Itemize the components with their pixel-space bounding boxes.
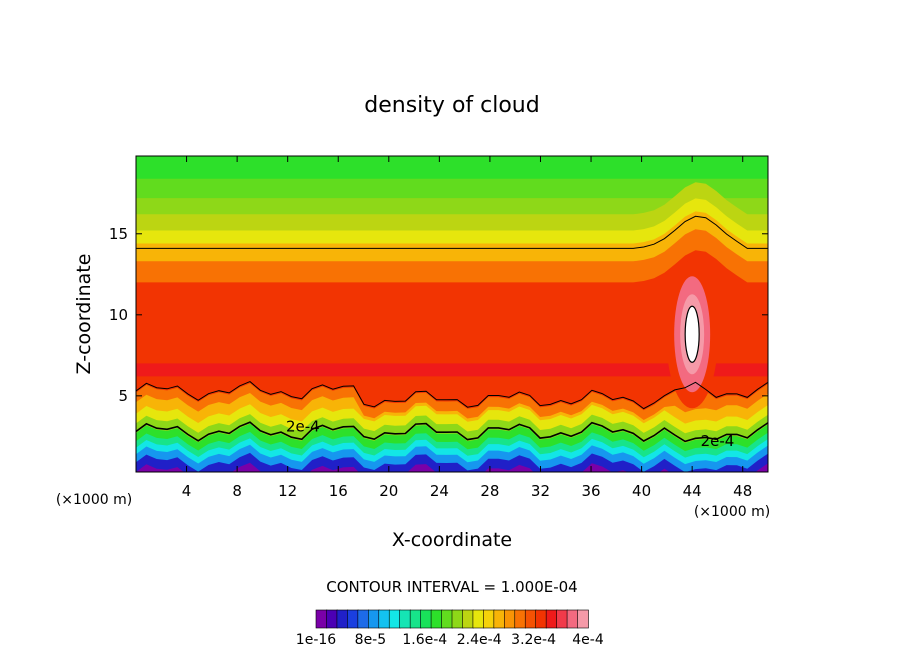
x-tick-label: 48: [733, 482, 752, 500]
colorbar-swatch: [483, 609, 495, 629]
colorbar-swatch: [336, 609, 349, 629]
contour-fills: [136, 156, 768, 472]
colorbar-swatch: [504, 609, 516, 629]
plot-area: [136, 156, 768, 472]
colorbar-tick-label: 1.6e-4: [402, 632, 447, 648]
contour-interval-text: CONTOUR INTERVAL = 1.000E-04: [326, 578, 577, 596]
colorbar-swatch: [577, 609, 589, 629]
x-tick-label: 20: [379, 482, 398, 500]
colorbar: 1e-16 8e-5 1.6e-4 2.4e-4 3.2e-4 4e-4: [296, 609, 604, 648]
colorbar-swatch: [409, 609, 422, 629]
colorbar-swatch: [451, 609, 464, 629]
x-tick-label: 28: [480, 482, 499, 500]
colorbar-swatch: [326, 609, 338, 629]
colorbar-swatch: [430, 609, 443, 629]
colorbar-swatch: [535, 609, 547, 629]
contour-lines: [136, 215, 768, 443]
contour-label: 2e-4: [701, 432, 735, 450]
colorbar-tick-label: 2.4e-4: [457, 632, 502, 648]
colorbar-tick-label: 8e-5: [355, 632, 386, 648]
x-tick-label: 36: [581, 482, 600, 500]
colorbar-swatch: [556, 609, 568, 629]
colorbar-swatch: [493, 609, 506, 629]
x-axis-label: X-coordinate: [392, 529, 512, 551]
x-unit-label-left: (×1000 m): [56, 492, 132, 508]
y-axis-label: Z-coordinate: [73, 254, 95, 375]
chart-title: density of cloud: [364, 93, 539, 118]
colorbar-swatch: [472, 609, 485, 629]
colorbar-swatch: [399, 609, 411, 629]
contour-line: [136, 421, 768, 443]
colorbar-swatch: [462, 609, 474, 629]
x-tick-label: 44: [683, 482, 702, 500]
x-tick-label: 40: [632, 482, 651, 500]
colorbar-swatch: [347, 609, 359, 629]
plot-frame: [135, 155, 769, 473]
colorbar-swatch: [514, 609, 527, 629]
colorbar-swatch: [315, 609, 328, 629]
peak-density-core: [684, 305, 700, 363]
colorbar-swatch: [378, 609, 391, 629]
contour-line: [136, 215, 768, 249]
x-tick-label: 4: [182, 482, 192, 500]
colorbar-swatch: [545, 609, 558, 629]
colorbar-swatch: [388, 609, 401, 629]
x-tick-label: 32: [531, 482, 550, 500]
x-tick-label: 12: [278, 482, 297, 500]
colorbar-swatch: [368, 609, 380, 629]
colorbar-swatch: [566, 609, 579, 629]
colorbar-tick-label: 1e-16: [296, 632, 336, 648]
contour-label-layer: 2e-4 2e-4: [286, 418, 734, 451]
y-tick-label: 10: [109, 306, 128, 324]
x-unit-label-right: (×1000 m): [694, 504, 770, 520]
colorbar-swatch: [524, 609, 537, 629]
contour-fill-band: [136, 452, 768, 472]
contour-label: 2e-4: [286, 418, 320, 436]
colorbar-swatch: [441, 609, 453, 629]
colorbar-tick-label: 4e-4: [572, 632, 604, 648]
colorbar-tick-label: 3.2e-4: [511, 632, 556, 648]
contour-line: [136, 381, 768, 410]
colorbar-swatch: [420, 609, 432, 629]
x-tick-label: 8: [232, 482, 242, 500]
y-tick-label: 5: [118, 387, 128, 405]
x-tick-label: 24: [430, 482, 449, 500]
y-tick-label: 15: [109, 225, 128, 243]
colorbar-swatch: [357, 609, 370, 629]
x-tick-label: 16: [329, 482, 348, 500]
